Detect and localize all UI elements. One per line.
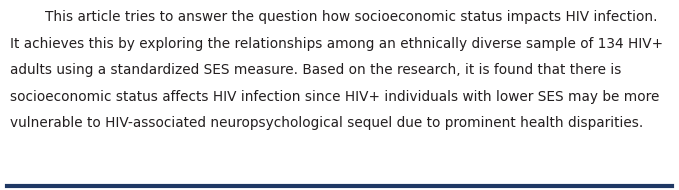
Text: socioeconomic status affects HIV infection since HIV+ individuals with lower SES: socioeconomic status affects HIV infecti… — [10, 89, 659, 104]
Text: This article tries to answer the question how socioeconomic status impacts HIV i: This article tries to answer the questio… — [10, 10, 657, 24]
Text: It achieves this by exploring the relationships among an ethnically diverse samp: It achieves this by exploring the relati… — [10, 36, 663, 51]
Text: adults using a standardized SES measure. Based on the research, it is found that: adults using a standardized SES measure.… — [10, 63, 621, 77]
Text: vulnerable to HIV-associated neuropsychological sequel due to prominent health d: vulnerable to HIV-associated neuropsycho… — [10, 116, 643, 130]
